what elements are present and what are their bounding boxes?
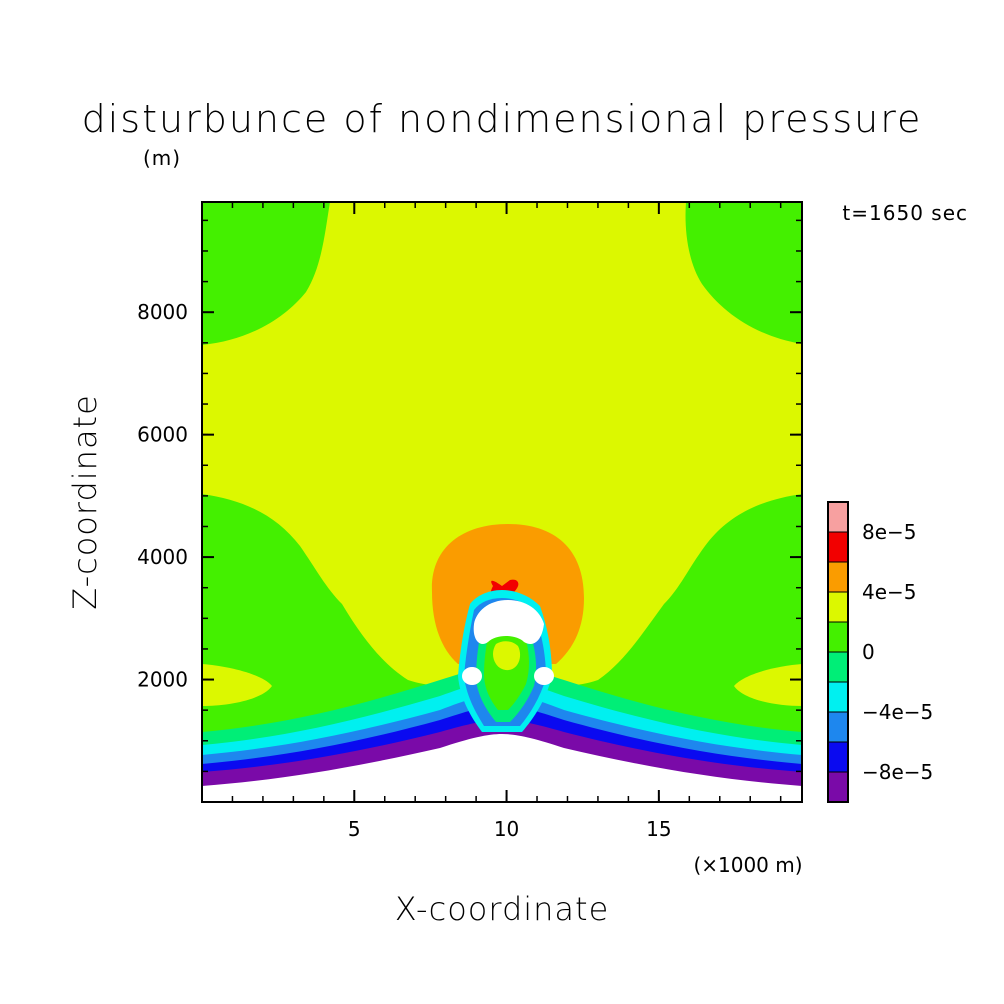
colorbar-swatch [828, 622, 848, 652]
colorbar-swatch [828, 772, 848, 802]
y-axis-label: Z-coordinate [66, 394, 104, 610]
plot-frame [201, 201, 803, 803]
undefined-region-left [462, 667, 482, 685]
colorbar-tick-label: 0 [862, 640, 875, 664]
plot-area [202, 202, 802, 802]
y-tick-label: 4000 [137, 545, 188, 569]
colorbar-swatch [828, 742, 848, 772]
colorbar-tick-label: 4e−5 [862, 580, 917, 604]
undefined-region-right [534, 667, 554, 685]
colorbar-tick-label: 8e−5 [862, 520, 917, 544]
x-unit-label: (×1000 m) [693, 853, 802, 877]
undefined-region-cap [473, 600, 544, 644]
y-tick-label: 2000 [137, 668, 188, 692]
chart-title: disturbunce of nondimensional pressure [82, 97, 923, 141]
axes: 5 10 15 2000 4000 6000 8000 [137, 201, 803, 841]
colorbar-swatch [828, 592, 848, 622]
time-label: t=1650 sec [842, 201, 968, 225]
terrain-mask [202, 734, 802, 802]
colorbar-swatch [828, 532, 848, 562]
y-tick-label: 6000 [137, 423, 188, 447]
y-tick-label: 8000 [137, 300, 188, 324]
colorbar-swatch [828, 562, 848, 592]
x-tick-label: 5 [348, 817, 361, 841]
level-region-2e-5-to-4e-5 [202, 202, 802, 686]
level-region-2e-5-to-4e-5-left-lobe [202, 664, 272, 706]
y-unit-label: (m) [143, 146, 181, 170]
colorbar-tick-label: −8e−5 [862, 760, 933, 784]
colorbar: −8e−5 −4e−5 0 4e−5 8e−5 [827, 501, 933, 803]
x-tick-label: 10 [494, 817, 519, 841]
colorbar-swatch [828, 682, 848, 712]
x-axis-label: X-coordinate [395, 890, 610, 928]
colorbar-tick-label: −4e−5 [862, 700, 933, 724]
x-tick-label: 15 [646, 817, 671, 841]
updraft-core-yellow [493, 641, 521, 671]
colorbar-swatch [828, 652, 848, 682]
level-region-2e-5-to-4e-5-right-lobe [734, 664, 802, 706]
colorbar-swatch [828, 712, 848, 742]
colorbar-swatch [828, 502, 848, 532]
